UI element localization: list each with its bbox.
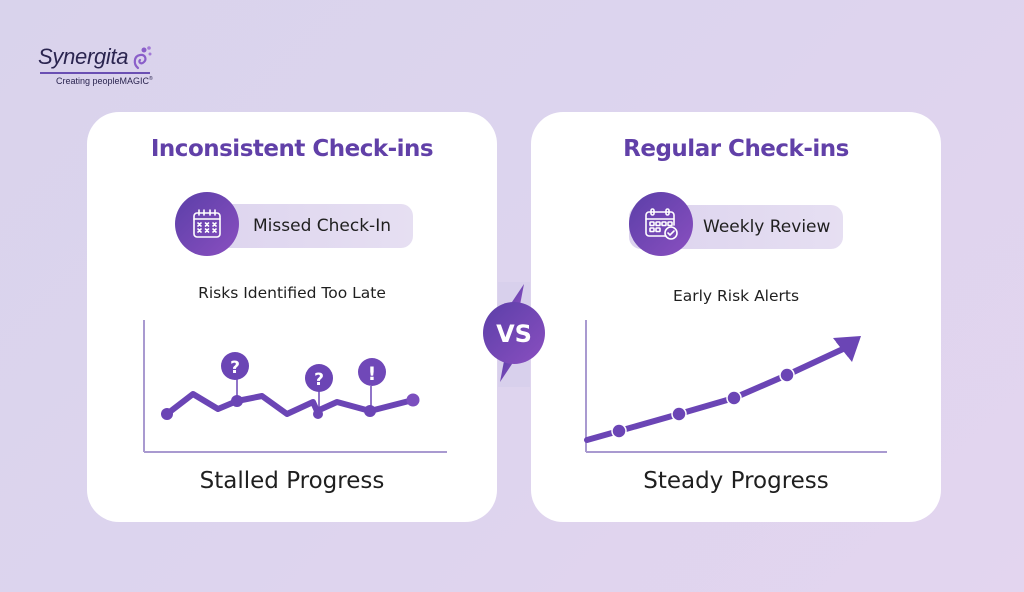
stalled-line <box>164 391 416 417</box>
exclamation-marker-icon: ! <box>358 358 386 386</box>
steady-progress-chart <box>584 320 887 453</box>
vs-label: VS <box>496 320 532 348</box>
logo-wordmark: Synergita <box>38 44 129 69</box>
card-subtitle: Risks Identified Too Late <box>198 284 386 302</box>
vs-badge: VS <box>483 284 545 382</box>
card-title: Inconsistent Check-ins <box>150 136 434 162</box>
card-title: Regular Check-ins <box>623 136 849 162</box>
logo-tagline: Creating peopleMAGIC® <box>56 76 153 86</box>
pill-label: Weekly Review <box>703 217 831 237</box>
pill-label: Missed Check-In <box>253 216 391 236</box>
logo-underline <box>40 72 150 74</box>
inconsistent-checkins-card: Inconsistent Check-ins Missed Check-In R… <box>87 112 497 522</box>
regular-checkins-card: Regular Check-ins Weekly Review Early Ri… <box>531 112 941 522</box>
synergita-logo: Synergita Creating peopleMAGIC® <box>38 44 158 94</box>
steady-line <box>584 346 846 443</box>
svg-text:?: ? <box>230 358 240 378</box>
svg-text:?: ? <box>314 370 324 390</box>
card-subtitle: Early Risk Alerts <box>672 287 800 305</box>
svg-text:!: ! <box>368 363 377 385</box>
question-marker-icon: ? <box>305 364 333 392</box>
stalled-progress-chart: ? ? ! <box>143 320 447 453</box>
calendar-check-icon <box>629 192 693 256</box>
question-marker-icon: ? <box>221 352 249 380</box>
card-footer: Steady Progress <box>643 468 829 494</box>
logo-swirl-icon <box>133 46 152 70</box>
calendar-missed-icon <box>175 192 239 256</box>
card-footer: Stalled Progress <box>199 468 385 494</box>
